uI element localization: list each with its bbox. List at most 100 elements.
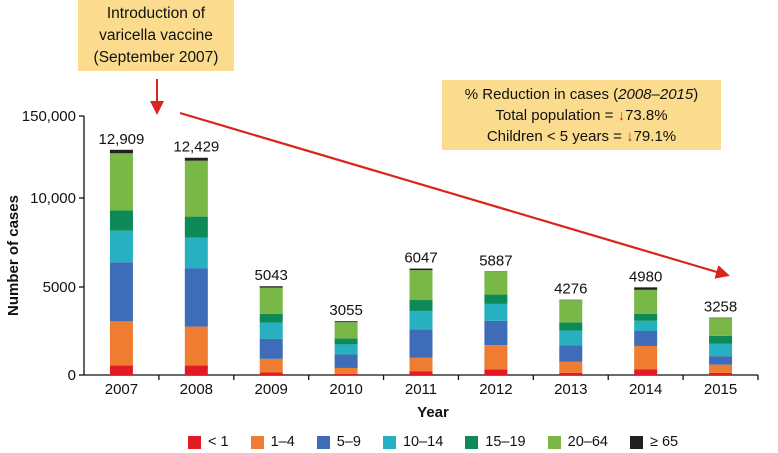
- reduction-children-value: 79.1%: [633, 128, 677, 145]
- reduction-title-years: 2008–2015: [618, 86, 694, 103]
- bar-total-label: 4980: [629, 268, 662, 285]
- legend: < 1 1–4 5–9 10–14 15–19 20–64 ≥ 65: [188, 434, 700, 450]
- bar-segment: [109, 153, 133, 211]
- legend-swatch: [316, 435, 330, 449]
- bar-segment: [634, 331, 658, 346]
- bar-segment: [184, 365, 208, 375]
- legend-label: 1–4: [270, 434, 295, 450]
- bar-segment: [184, 326, 208, 366]
- legend-swatch: [465, 435, 479, 449]
- bar-total-label: 6047: [404, 250, 437, 267]
- bar-segment: [709, 335, 733, 344]
- bar-segment: [409, 300, 433, 311]
- bar-segment: [484, 303, 508, 321]
- legend-swatch: [250, 435, 264, 449]
- bar-segment: [559, 322, 583, 331]
- bar-segment: [334, 322, 358, 339]
- reduction-title: % Reduction in cases (2008–2015): [442, 84, 721, 105]
- y-tick-label: 5000: [43, 279, 76, 296]
- x-tick-label: 2007: [105, 381, 138, 398]
- y-tick-label: 10,000: [30, 190, 76, 207]
- vaccine-introduction-note: Introduction of varicella vaccine (Septe…: [78, 0, 234, 71]
- x-tick-label: 2014: [629, 381, 662, 398]
- bar-segment: [259, 358, 283, 373]
- bar-segment: [484, 271, 508, 295]
- bar-segment: [184, 216, 208, 238]
- y-tick-label: 0: [68, 367, 76, 384]
- bar-segment: [634, 345, 658, 370]
- reduction-children-line: Children < 5 years = ↓79.1%: [442, 126, 721, 147]
- bar-segment: [184, 237, 208, 269]
- bar-segment: [334, 354, 358, 368]
- bar-segment: [109, 230, 133, 263]
- arrows: [150, 79, 730, 279]
- reduction-note: % Reduction in cases (2008–2015) Total p…: [442, 80, 721, 150]
- x-tick-label: 2011: [405, 381, 437, 398]
- x-tick-label: 2012: [479, 381, 512, 398]
- legend-swatch: [188, 435, 201, 449]
- legend-label: 20–64: [567, 434, 608, 450]
- vaccine-note-line1: Introduction of: [106, 5, 206, 22]
- bar-total-label: 12,429: [173, 139, 219, 156]
- bar-segment: [559, 361, 583, 373]
- bar-segment: [709, 364, 733, 373]
- bar-segment: [259, 338, 283, 359]
- legend-label: < 1: [208, 434, 229, 450]
- bar-total-label: 3258: [704, 299, 737, 316]
- bar-segment: [109, 262, 133, 322]
- bar-total-label: 12,909: [98, 131, 144, 148]
- bar-segment: [409, 268, 433, 271]
- bar-segment: [109, 210, 133, 231]
- bar-segment: [334, 321, 358, 323]
- vaccine-note-line2: varicella vaccine: [99, 27, 213, 44]
- bar-segment: [409, 371, 433, 375]
- x-tick-label: 2008: [180, 381, 213, 398]
- bar-segment: [109, 365, 133, 375]
- bar-segment: [334, 344, 358, 355]
- bar-segment: [409, 270, 433, 301]
- legend-item: 20–64: [547, 434, 608, 450]
- legend-swatch: [382, 435, 396, 449]
- bar-segment: [409, 357, 433, 372]
- bar-segment: [709, 356, 733, 365]
- down-arrow-icon: ↓: [626, 128, 634, 145]
- legend-item: < 1: [188, 434, 229, 450]
- bar-segment: [109, 149, 133, 154]
- bar-total-label: 4276: [554, 281, 587, 298]
- legend-label: 10–14: [402, 434, 444, 450]
- reduction-total-line: Total population = ↓73.8%: [442, 105, 721, 126]
- bar-segment: [259, 287, 283, 314]
- x-axis-title: Year: [417, 404, 449, 421]
- legend-item: 1–4: [250, 434, 295, 450]
- bar-segment: [484, 294, 508, 304]
- x-tick-label: 2013: [554, 381, 587, 398]
- bar-segment: [559, 300, 583, 323]
- bar-segment: [559, 372, 583, 375]
- bar-segment: [409, 310, 433, 330]
- bar-segment: [259, 286, 283, 288]
- vaccine-note-line3: (September 2007): [93, 49, 219, 66]
- bar-segment: [184, 157, 208, 161]
- bar-segment: [634, 287, 658, 290]
- bar-segment: [184, 268, 208, 327]
- legend-label: 15–19: [485, 434, 526, 450]
- reduction-children-label: Children < 5 years =: [486, 128, 627, 145]
- bar-segment: [634, 313, 658, 321]
- bar-segment: [634, 289, 658, 314]
- legend-swatch: [629, 435, 643, 449]
- trend-arrow: [179, 111, 730, 279]
- legend-label: 5–9: [336, 434, 361, 450]
- bars: [109, 149, 733, 375]
- y-axis-title: Number of cases: [5, 195, 22, 316]
- bar-total-label: 5043: [255, 267, 288, 284]
- labels: 12,909 12,429 5043 3055 6047 5887 4276 4980 3258: [98, 131, 737, 319]
- legend-item: ≥ 65: [629, 434, 679, 450]
- bar-segment: [259, 322, 283, 339]
- legend-label: ≥ 65: [649, 434, 679, 450]
- x-tick-label: 2010: [329, 381, 362, 398]
- bar-segment: [634, 320, 658, 331]
- x-tick-label: 2009: [255, 381, 288, 398]
- bar-segment: [334, 338, 358, 345]
- bar-segment: [184, 160, 208, 217]
